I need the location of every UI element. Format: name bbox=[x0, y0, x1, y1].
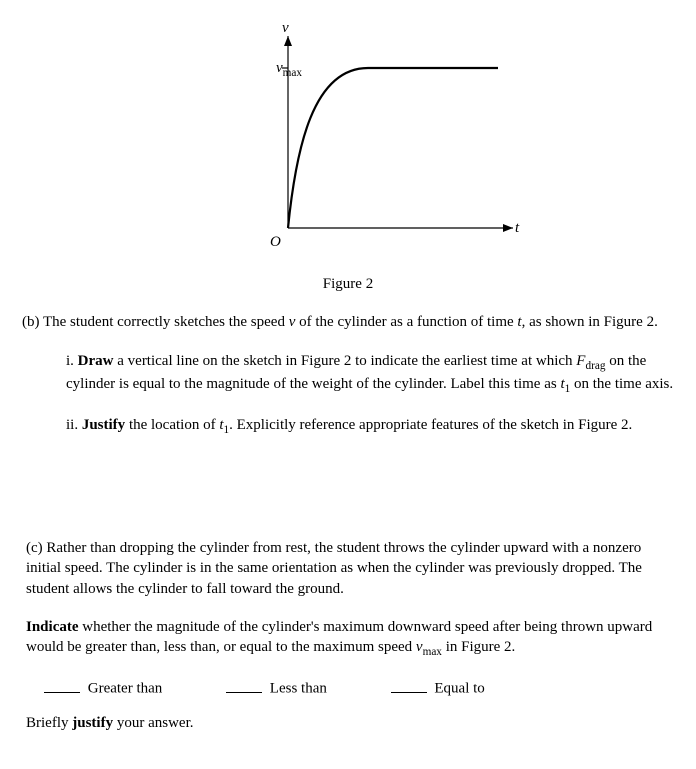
part-b-intro: (b) The student correctly sketches the s… bbox=[22, 312, 674, 332]
part-c-intro: (c) Rather than dropping the cylinder fr… bbox=[26, 538, 674, 599]
velocity-time-graph: vvmaxtO bbox=[168, 18, 528, 268]
part-c-justify: Briefly justify your answer. bbox=[26, 713, 674, 733]
part-c-indicate: Indicate whether the magnitude of the cy… bbox=[26, 617, 674, 660]
part-b-i: i. Draw a vertical line on the sketch in… bbox=[66, 351, 674, 397]
part-b-ii: ii. Justify the location of t1. Explicit… bbox=[66, 415, 674, 438]
option-greater-label: Greater than bbox=[88, 681, 163, 697]
option-equal-to[interactable]: Equal to bbox=[391, 678, 485, 699]
figure-caption: Figure 2 bbox=[22, 274, 674, 294]
option-greater-than[interactable]: Greater than bbox=[44, 678, 162, 699]
option-less-label: Less than bbox=[270, 681, 327, 697]
option-equal-label: Equal to bbox=[434, 681, 484, 697]
figure-2: vvmaxtO bbox=[22, 18, 674, 268]
answer-options: Greater than Less than Equal to bbox=[44, 678, 674, 699]
option-less-than[interactable]: Less than bbox=[226, 678, 327, 699]
